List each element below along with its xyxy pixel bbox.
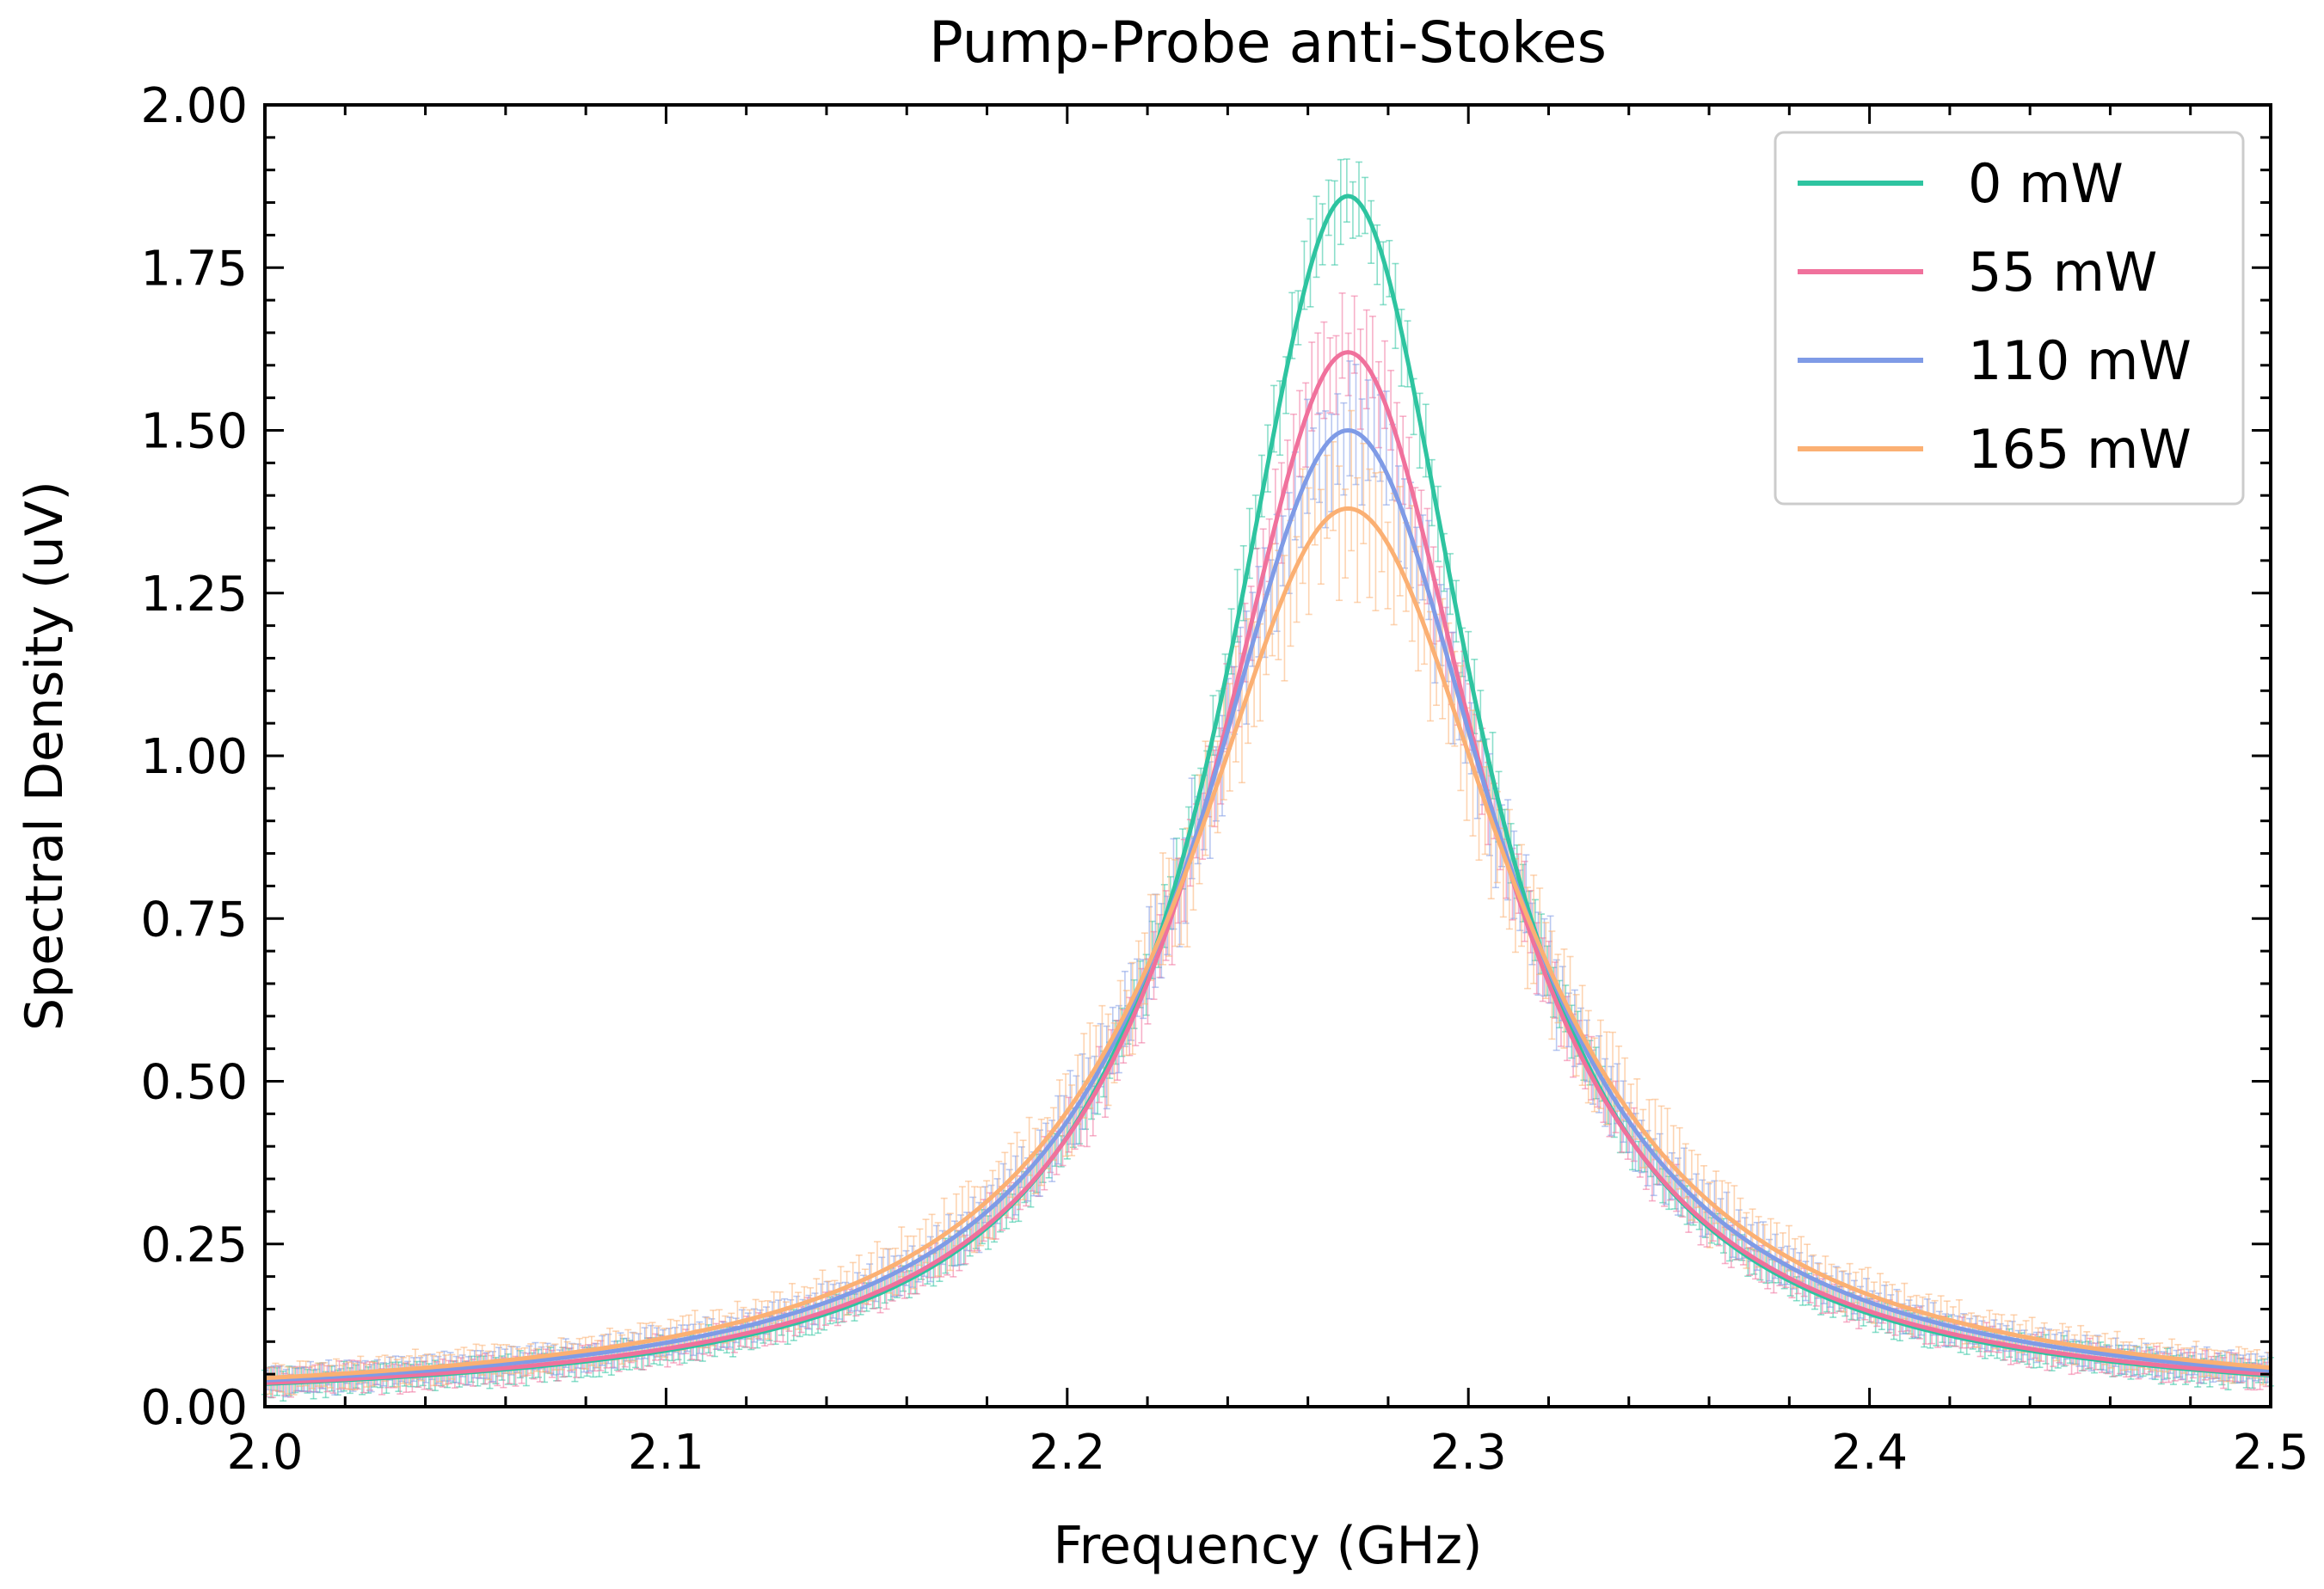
y-tick-label: 0.25 — [140, 1218, 248, 1273]
legend-box — [1774, 131, 2245, 506]
series-line — [264, 428, 2272, 1383]
y-axis: 0.00 0.25 0.50 0.75 1.00 1.25 1.50 1.75 2.00 — [140, 78, 2271, 1436]
x-axis-label: Frequency (GHz) — [1054, 1516, 1483, 1576]
x-tick-label: 2.3 — [1430, 1425, 1507, 1481]
legend-item: 0 mW — [1798, 152, 2124, 215]
y-axis-label: Spectral Density (uV) — [15, 481, 75, 1031]
legend-item: 55 mW — [1798, 241, 2157, 304]
legend-label: 0 mW — [1968, 152, 2124, 215]
legend-label: 110 mW — [1968, 329, 2192, 392]
y-tick-label: 1.00 — [140, 729, 248, 785]
y-tick-label: 0.75 — [140, 892, 248, 948]
series-line — [264, 506, 2272, 1381]
chart-title: Pump-Probe anti-Stokes — [929, 9, 1607, 76]
y-tick-label: 0.00 — [140, 1380, 248, 1436]
x-tick-label: 2.2 — [1029, 1425, 1105, 1481]
legend-label: 165 mW — [1968, 418, 2192, 481]
legend-item: 165 mW — [1798, 418, 2192, 481]
x-tick-label: 2.5 — [2232, 1425, 2309, 1481]
x-axis: 2.0 2.1 2.2 2.3 2.4 2.5 — [226, 105, 2309, 1481]
x-tick-label: 2.0 — [226, 1425, 303, 1481]
legend: 0 mW 55 mW 110 mW 165 mW — [1774, 131, 2245, 506]
series-lines — [264, 193, 2272, 1386]
x-tick-label: 2.4 — [1831, 1425, 1908, 1481]
y-tick-label: 1.25 — [140, 567, 248, 623]
x-tick-label: 2.1 — [628, 1425, 704, 1481]
y-tick-label: 0.50 — [140, 1055, 248, 1111]
y-tick-label: 1.50 — [140, 404, 248, 460]
error-bars-series — [264, 360, 2272, 1398]
legend-label: 55 mW — [1968, 241, 2157, 304]
y-tick-label: 1.75 — [140, 241, 248, 297]
y-tick-label: 2.00 — [140, 78, 248, 134]
series-line — [264, 350, 2272, 1385]
legend-item: 110 mW — [1798, 329, 2192, 392]
